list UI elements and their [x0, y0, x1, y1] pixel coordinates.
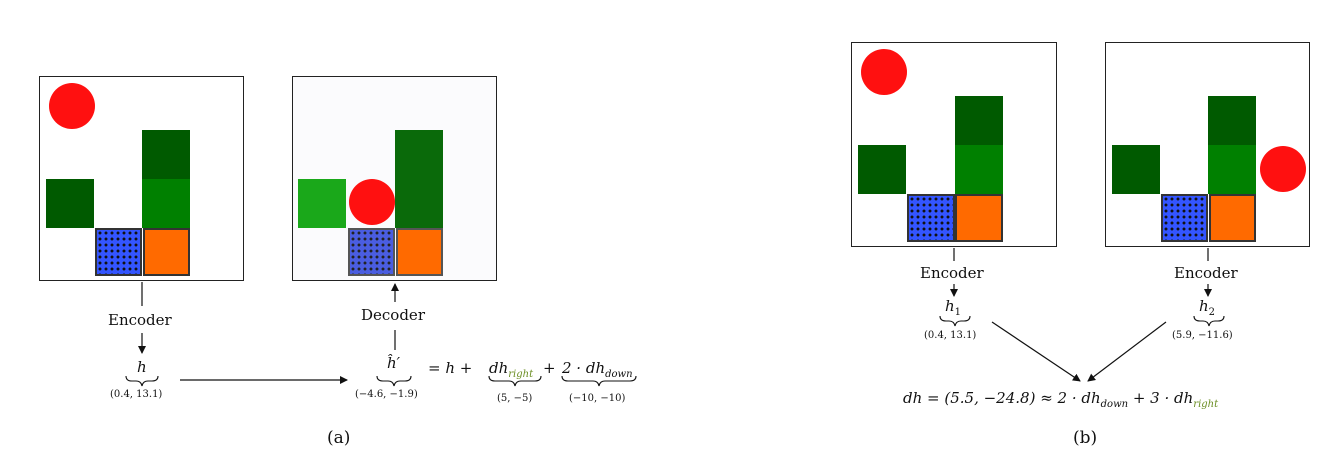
blue-dotted-block — [348, 228, 395, 276]
term1-main: dh — [489, 359, 509, 377]
red-ball — [49, 83, 95, 129]
bright-green-block — [298, 179, 346, 228]
eq-part2: + 3 · dh — [1128, 389, 1194, 407]
brace-h — [125, 375, 159, 387]
green-block — [955, 145, 1003, 194]
orange-block — [143, 228, 190, 276]
brace-hprime — [376, 375, 412, 387]
blue-dotted-block — [1161, 194, 1208, 242]
orange-block — [955, 194, 1003, 242]
converge-arrow-1 — [991, 321, 1081, 382]
blue-dotted-block — [907, 194, 955, 242]
green-block — [142, 179, 190, 228]
term2-sub: down — [605, 369, 633, 380]
eq-sub1: down — [1100, 399, 1129, 410]
dark-green-block — [142, 130, 190, 179]
dark-green-block — [395, 130, 443, 179]
converge-arrow-2 — [1087, 321, 1167, 382]
encoder-label-2: Encoder — [1174, 264, 1238, 282]
term-dh-right: dhright — [489, 359, 533, 380]
hprime-value: (−4.6, −1.9) — [355, 389, 418, 400]
h1-value: (0.4, 13.1) — [924, 330, 977, 341]
dark-green-block — [955, 96, 1003, 145]
term2-value: (−10, −10) — [569, 393, 626, 404]
term-dh-down: 2 · dhdown — [562, 359, 633, 380]
plus-sign: + — [543, 359, 556, 377]
scene-b2 — [1105, 42, 1310, 247]
dh-equation: dh = (5.5, −24.8) ≈ 2 · dhdown + 3 · dhr… — [903, 389, 1218, 410]
red-ball — [1260, 146, 1306, 192]
h2-sub: 2 — [1208, 307, 1216, 318]
h2-value: (5.9, −11.6) — [1172, 330, 1233, 341]
eq-sub2: right — [1193, 399, 1219, 410]
green-block — [1208, 145, 1256, 194]
brace-term2 — [561, 375, 637, 387]
blue-dotted-block — [95, 228, 142, 276]
brace-h1 — [939, 315, 971, 327]
input-scene-a — [39, 76, 244, 281]
h2-symbol: h2 — [1199, 297, 1215, 318]
encoder-label: Encoder — [108, 311, 172, 329]
term2-main: 2 · dh — [562, 359, 606, 377]
dark-green-block — [1112, 145, 1160, 194]
dark-green-block — [395, 179, 443, 228]
orange-block — [1209, 194, 1256, 242]
red-ball — [349, 179, 395, 225]
caption-a: (a) — [327, 428, 351, 448]
eq-part1: dh = (5.5, −24.8) ≈ 2 · dh — [903, 389, 1101, 407]
h-symbol: h — [137, 358, 147, 376]
hprime-symbol: ĥ′ — [387, 354, 401, 372]
encoder-label-1: Encoder — [920, 264, 984, 282]
equation-prefix: = h + — [428, 359, 473, 377]
dark-green-block — [46, 179, 94, 228]
dark-green-block — [1208, 96, 1256, 145]
caption-b: (b) — [1073, 428, 1098, 448]
h1-sub: 1 — [954, 307, 962, 318]
h1-symbol: h1 — [945, 297, 961, 318]
h-value: (0.4, 13.1) — [110, 389, 163, 400]
brace-term1 — [488, 375, 542, 387]
h2-main: h — [1199, 297, 1209, 315]
red-ball — [861, 49, 907, 95]
dark-green-block — [858, 145, 906, 194]
brace-h2 — [1193, 315, 1225, 327]
term1-value: (5, −5) — [497, 393, 533, 404]
scene-b1 — [851, 42, 1057, 247]
orange-block — [396, 228, 443, 276]
decoder-label: Decoder — [361, 306, 425, 324]
h1-main: h — [945, 297, 955, 315]
decoded-scene-a — [292, 76, 497, 281]
term1-sub: right — [508, 369, 534, 380]
